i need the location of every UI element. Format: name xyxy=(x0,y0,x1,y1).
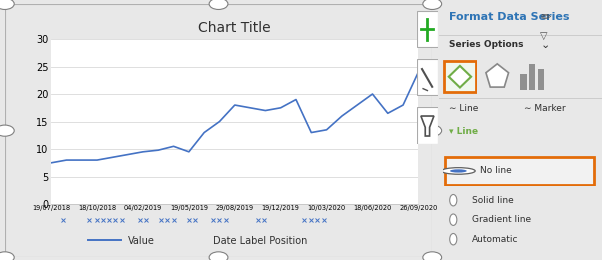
Polygon shape xyxy=(486,64,509,87)
Circle shape xyxy=(450,194,457,206)
Text: Solid line: Solid line xyxy=(472,196,514,205)
Text: Gradient line: Gradient line xyxy=(472,215,531,224)
Circle shape xyxy=(0,0,14,9)
Circle shape xyxy=(441,168,475,174)
Text: ▽: ▽ xyxy=(540,31,548,41)
Circle shape xyxy=(423,125,442,136)
Text: Series Options: Series Options xyxy=(449,40,524,49)
Bar xyxy=(538,69,544,89)
Circle shape xyxy=(423,252,442,260)
Text: No line: No line xyxy=(480,166,512,176)
Circle shape xyxy=(450,214,457,225)
Circle shape xyxy=(209,0,228,9)
FancyBboxPatch shape xyxy=(417,59,438,95)
FancyBboxPatch shape xyxy=(445,157,594,185)
FancyBboxPatch shape xyxy=(417,11,438,47)
Text: ∼ Line: ∼ Line xyxy=(449,104,479,113)
Text: ∼ Marker: ∼ Marker xyxy=(524,104,566,113)
FancyBboxPatch shape xyxy=(417,107,438,144)
Circle shape xyxy=(423,0,442,9)
Polygon shape xyxy=(448,66,471,88)
Text: ✏: ✏ xyxy=(540,12,551,25)
Circle shape xyxy=(0,125,14,136)
Circle shape xyxy=(0,252,14,260)
Text: Value: Value xyxy=(128,236,155,245)
Circle shape xyxy=(450,169,467,173)
Text: Date Label Position: Date Label Position xyxy=(213,236,307,245)
Bar xyxy=(529,64,535,89)
Circle shape xyxy=(450,233,457,245)
FancyBboxPatch shape xyxy=(444,61,476,92)
Text: ⌄: ⌄ xyxy=(540,40,550,50)
Circle shape xyxy=(209,252,228,260)
Text: Format Data Series: Format Data Series xyxy=(449,12,569,22)
Text: ▾ Line: ▾ Line xyxy=(449,127,479,136)
Bar xyxy=(520,74,527,89)
Text: Automatic: Automatic xyxy=(472,235,518,244)
Title: Chart Title: Chart Title xyxy=(199,21,271,35)
